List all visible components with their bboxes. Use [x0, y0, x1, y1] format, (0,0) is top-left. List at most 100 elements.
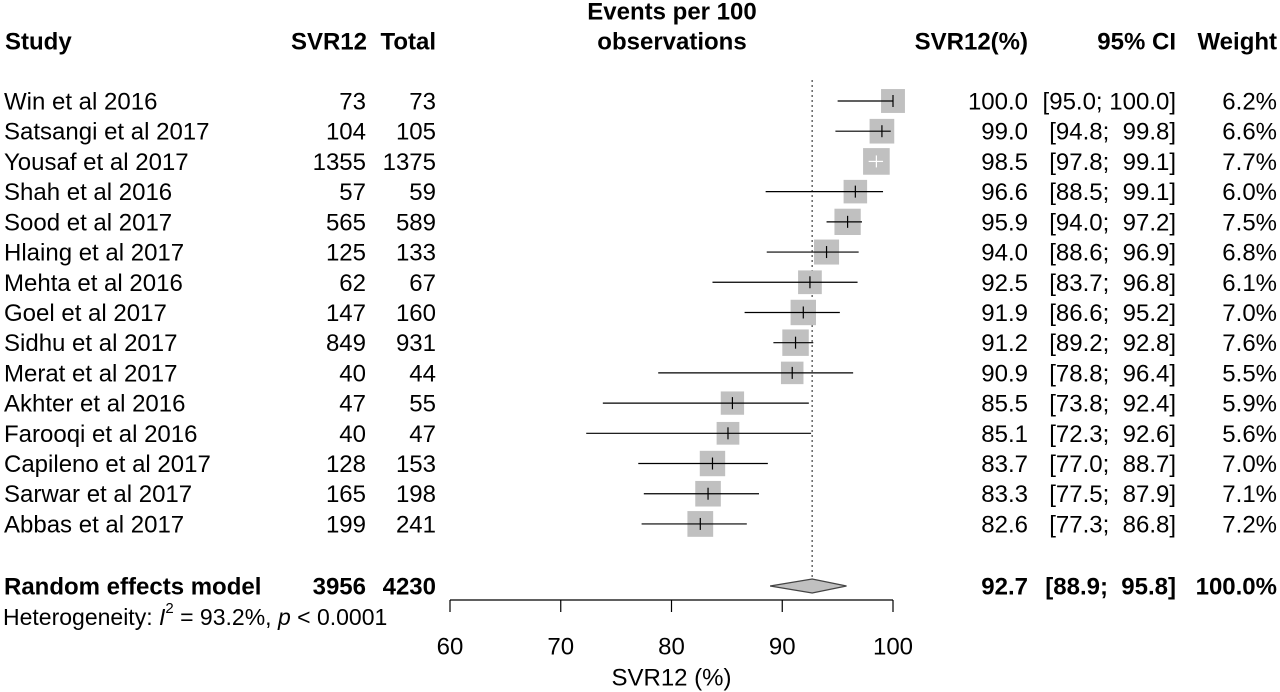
study-name: Hlaing et al 2017 — [4, 240, 184, 267]
study-events: 165 — [326, 481, 366, 508]
study-weight: 5.5% — [1222, 360, 1277, 387]
study-row: Merat et al 2017 40 44 90.9 [78.8; 96.4] 5.5% — [4, 360, 1277, 387]
study-svr12: 99.0 — [981, 119, 1028, 146]
column-headers: Events per 100 Study SVR12 Total observa… — [5, 0, 1277, 56]
pooled-total: 4230 — [383, 574, 436, 601]
study-ci: [83.7; 96.8] — [1049, 270, 1176, 297]
study-row: Abbas et al 2017 199 241 82.6 [77.3; 86.8] 7.… — [4, 511, 1277, 538]
study-weight: 6.8% — [1222, 240, 1277, 267]
pooled-events: 3956 — [313, 574, 366, 601]
study-weight: 7.1% — [1222, 481, 1277, 508]
study-total: 44 — [409, 360, 436, 387]
study-weight: 7.5% — [1222, 209, 1277, 236]
study-svr12: 91.2 — [981, 330, 1028, 357]
study-weight: 7.0% — [1222, 300, 1277, 327]
study-ci: [89.2; 92.8] — [1049, 330, 1176, 357]
x-tick-label: 100 — [873, 634, 913, 661]
study-total: 105 — [396, 119, 436, 146]
study-ci: [72.3; 92.6] — [1049, 421, 1176, 448]
study-events: 147 — [326, 300, 366, 327]
study-svr12: 90.9 — [981, 360, 1028, 387]
study-events: 73 — [339, 89, 366, 116]
study-svr12: 83.7 — [981, 451, 1028, 478]
study-row: Farooqi et al 2016 40 47 85.1 [72.3; 92.6] 5.… — [4, 421, 1277, 448]
study-total: 241 — [396, 511, 436, 538]
i2-symbol: I — [159, 604, 166, 630]
study-row: Goel et al 2017 147 160 91.9 [86.6; 95.2] 7.0… — [4, 299, 1277, 327]
study-svr12: 95.9 — [981, 209, 1028, 236]
study-events: 565 — [326, 209, 366, 236]
study-row: Sarwar et al 2017 165 198 83.3 [77.5; 87.9] 7… — [4, 480, 1277, 508]
pooled-weight: 100.0% — [1196, 574, 1277, 601]
study-total: 153 — [396, 451, 436, 478]
study-total: 931 — [396, 330, 436, 357]
study-name: Merat et al 2017 — [4, 360, 177, 387]
study-name: Sarwar et al 2017 — [4, 481, 192, 508]
header-plot-column-line2: observations — [597, 29, 746, 56]
study-events: 40 — [339, 421, 366, 448]
study-ci: [78.8; 96.4] — [1049, 360, 1176, 387]
study-svr12: 83.3 — [981, 481, 1028, 508]
study-total: 198 — [396, 481, 436, 508]
study-svr12: 94.0 — [981, 240, 1028, 267]
p-symbol: p — [277, 604, 291, 630]
header-total: Total — [380, 29, 436, 56]
study-ci: [77.3; 86.8] — [1049, 511, 1176, 538]
x-tick-label: 90 — [769, 634, 796, 661]
study-svr12: 91.9 — [981, 300, 1028, 327]
x-axis: 60 70 80 90 100 SVR12 (%) — [437, 599, 913, 692]
study-events: 125 — [326, 240, 366, 267]
study-svr12: 92.5 — [981, 270, 1028, 297]
study-row: Capileno et al 2017 128 153 83.7 [77.0; 88.7… — [4, 450, 1277, 478]
study-events: 1355 — [313, 149, 366, 176]
study-row: Hlaing et al 2017 125 133 94.0 [88.6; 96.9] 6… — [4, 239, 1277, 267]
study-total: 160 — [396, 300, 436, 327]
study-ci: [94.0; 97.2] — [1049, 209, 1176, 236]
x-tick-label: 80 — [658, 634, 685, 661]
study-row: Satsangi et al 2017 104 105 99.0 [94.8; 99.8… — [4, 119, 1277, 146]
study-total: 67 — [409, 270, 436, 297]
study-ci: [94.8; 99.8] — [1049, 119, 1176, 146]
study-events: 40 — [339, 360, 366, 387]
pooled-label: Random effects model — [4, 574, 261, 601]
study-ci: [95.0; 100.0] — [1043, 89, 1176, 116]
study-events: 104 — [326, 119, 366, 146]
study-total: 589 — [396, 209, 436, 236]
header-weight: Weight — [1197, 29, 1277, 56]
study-svr12: 85.5 — [981, 391, 1028, 418]
study-svr12: 82.6 — [981, 511, 1028, 538]
study-row: Akhter et al 2016 47 55 85.5 [73.8; 92.4] 5.9… — [4, 391, 1277, 418]
study-weight: 6.2% — [1222, 89, 1277, 116]
study-weight: 7.6% — [1222, 330, 1277, 357]
study-name: Goel et al 2017 — [4, 300, 167, 327]
study-svr12: 98.5 — [981, 149, 1028, 176]
heterogeneity-label: Heterogeneity: — [3, 604, 159, 630]
study-events: 62 — [339, 270, 366, 297]
study-events: 849 — [326, 330, 366, 357]
study-name: Mehta et al 2016 — [4, 270, 183, 297]
study-weight: 6.6% — [1222, 119, 1277, 146]
study-svr12: 96.6 — [981, 179, 1028, 206]
i2-value: = 93.2%, — [174, 604, 278, 630]
pooled-svr12: 92.7 — [981, 574, 1028, 601]
x-tick-label: 70 — [547, 634, 574, 661]
study-ci: [88.6; 96.9] — [1049, 240, 1176, 267]
study-weight: 5.6% — [1222, 421, 1277, 448]
study-weight: 6.1% — [1222, 270, 1277, 297]
study-total: 47 — [409, 421, 436, 448]
pooled-ci: [88.9; 95.8] — [1045, 574, 1176, 601]
study-name: Farooqi et al 2016 — [4, 421, 197, 448]
header-plot-column-line1: Events per 100 — [587, 0, 756, 26]
study-ci: [73.8; 92.4] — [1049, 391, 1176, 418]
study-total: 59 — [409, 179, 436, 206]
study-name: Sidhu et al 2017 — [4, 330, 177, 357]
study-ci: [77.0; 88.7] — [1049, 451, 1176, 478]
study-weight: 7.0% — [1222, 451, 1277, 478]
pooled-diamond — [770, 578, 847, 594]
study-total: 1375 — [383, 149, 436, 176]
header-ci: 95% CI — [1097, 29, 1176, 56]
study-events: 47 — [339, 391, 366, 418]
study-row: Sidhu et al 2017 849 931 91.2 [89.2; 92.8] 7.… — [4, 329, 1277, 357]
study-name: Win et al 2016 — [4, 89, 157, 116]
